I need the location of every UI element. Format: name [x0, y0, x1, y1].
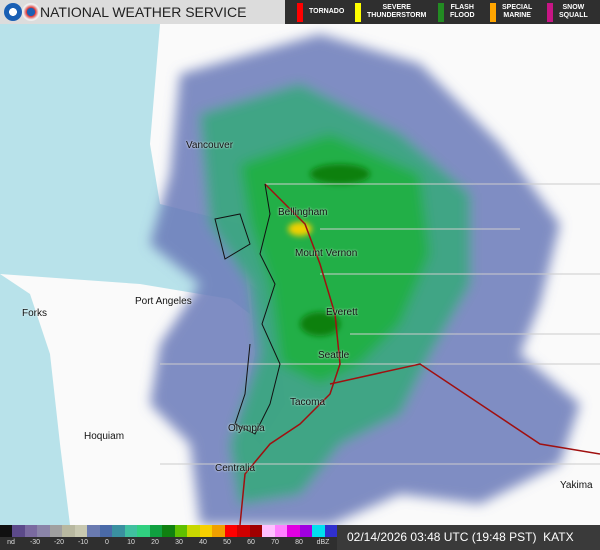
- color-swatch: [312, 525, 325, 537]
- water-ocean: [0, 274, 70, 525]
- tick-label: 0: [105, 539, 109, 546]
- city-label: Centralia: [215, 463, 256, 474]
- warning-legend: TORNADO SEVERE THUNDERSTORM FLASH FLOOD …: [285, 0, 600, 24]
- color-swatch: [187, 525, 200, 537]
- tick-label: nd: [7, 539, 15, 546]
- color-swatch: [74, 525, 88, 537]
- color-swatch: [249, 525, 263, 537]
- color-scale: [0, 525, 338, 537]
- city-label: Vancouver: [186, 140, 234, 151]
- color-swatch: [212, 525, 225, 537]
- tick-label: 70: [271, 539, 279, 546]
- tick-label: 50: [223, 539, 231, 546]
- coastline: [214, 183, 281, 435]
- color-swatch: [12, 525, 25, 537]
- color-swatch: [49, 525, 63, 537]
- city-label: Hoquiam: [84, 431, 125, 442]
- color-swatch: [299, 525, 313, 537]
- color-swatch: [287, 525, 300, 537]
- radar-echo-strong: [240, 134, 430, 384]
- color-swatch: [199, 525, 213, 537]
- city-label: Yakima: [560, 480, 593, 491]
- city-label: Everett: [326, 307, 358, 318]
- tick-label: -20: [53, 539, 65, 546]
- tick-label: 10: [127, 539, 135, 546]
- header: NATIONAL WEATHER SERVICE TORNADO SEVERE …: [0, 0, 600, 24]
- tick-label: 30: [175, 539, 183, 546]
- highways: [239, 183, 600, 526]
- station-id: KATX: [543, 530, 574, 544]
- timestamp: 02/14/2026 03:48 UTC (19:48 PST): [347, 530, 537, 544]
- noaa-logo: [4, 3, 22, 21]
- color-swatch: [124, 525, 138, 537]
- color-swatch: [87, 525, 100, 537]
- color-swatch: [262, 525, 275, 537]
- page-title: NATIONAL WEATHER SERVICE: [40, 4, 247, 20]
- color-scale-ticks: nd -30 -20 -10 0 10 20 30 40 50 60 70 80 dBZ: [0, 537, 337, 550]
- city-label: Seattle: [318, 350, 350, 361]
- tick-label: -30: [29, 539, 41, 546]
- color-swatch: [24, 525, 38, 537]
- tick-label: -10: [77, 539, 89, 546]
- dbz-color-legend: nd -30 -20 -10 0 10 20 30 40 50 60 70 80 dBZ: [0, 525, 338, 550]
- city-label: Olympia: [228, 423, 265, 434]
- color-swatch: [224, 525, 238, 537]
- color-swatch: [274, 525, 288, 537]
- boundaries: [160, 183, 600, 465]
- tick-label: 60: [247, 539, 255, 546]
- warning-snow-squall: SNOW SQUALL: [547, 0, 588, 24]
- color-swatch: [62, 525, 75, 537]
- tick-label: 80: [295, 539, 303, 546]
- color-swatch: [37, 525, 50, 537]
- radar-map[interactable]: Vancouver Bellingham Mount Vernon Port A…: [0, 24, 600, 526]
- radar-layer: [0, 24, 600, 526]
- color-swatch: [0, 525, 13, 537]
- warning-tornado: TORNADO: [297, 0, 344, 24]
- tick-label: 20: [151, 539, 159, 546]
- color-swatch: [162, 525, 175, 537]
- color-swatch: [137, 525, 150, 537]
- city-label: Forks: [22, 308, 47, 319]
- nws-logo: [22, 3, 40, 21]
- city-label: Mount Vernon: [295, 248, 358, 259]
- tick-label: 40: [199, 539, 207, 546]
- city-label: Bellingham: [278, 207, 328, 218]
- color-swatch: [237, 525, 250, 537]
- city-label: Port Angeles: [135, 296, 192, 307]
- color-swatch: [149, 525, 163, 537]
- city-label: Tacoma: [290, 397, 326, 408]
- color-swatch: [324, 525, 338, 537]
- warning-special-marine: SPECIAL MARINE: [490, 0, 532, 24]
- color-swatch: [99, 525, 113, 537]
- tick-label: dBZ: [316, 539, 330, 546]
- color-swatch: [112, 525, 125, 537]
- warning-flash-flood: FLASH FLOOD: [438, 0, 475, 24]
- status-bar: 02/14/2026 03:48 UTC (19:48 PST) KATX: [337, 525, 600, 550]
- color-swatch: [174, 525, 188, 537]
- warning-severe-thunderstorm: SEVERE THUNDERSTORM: [355, 0, 426, 24]
